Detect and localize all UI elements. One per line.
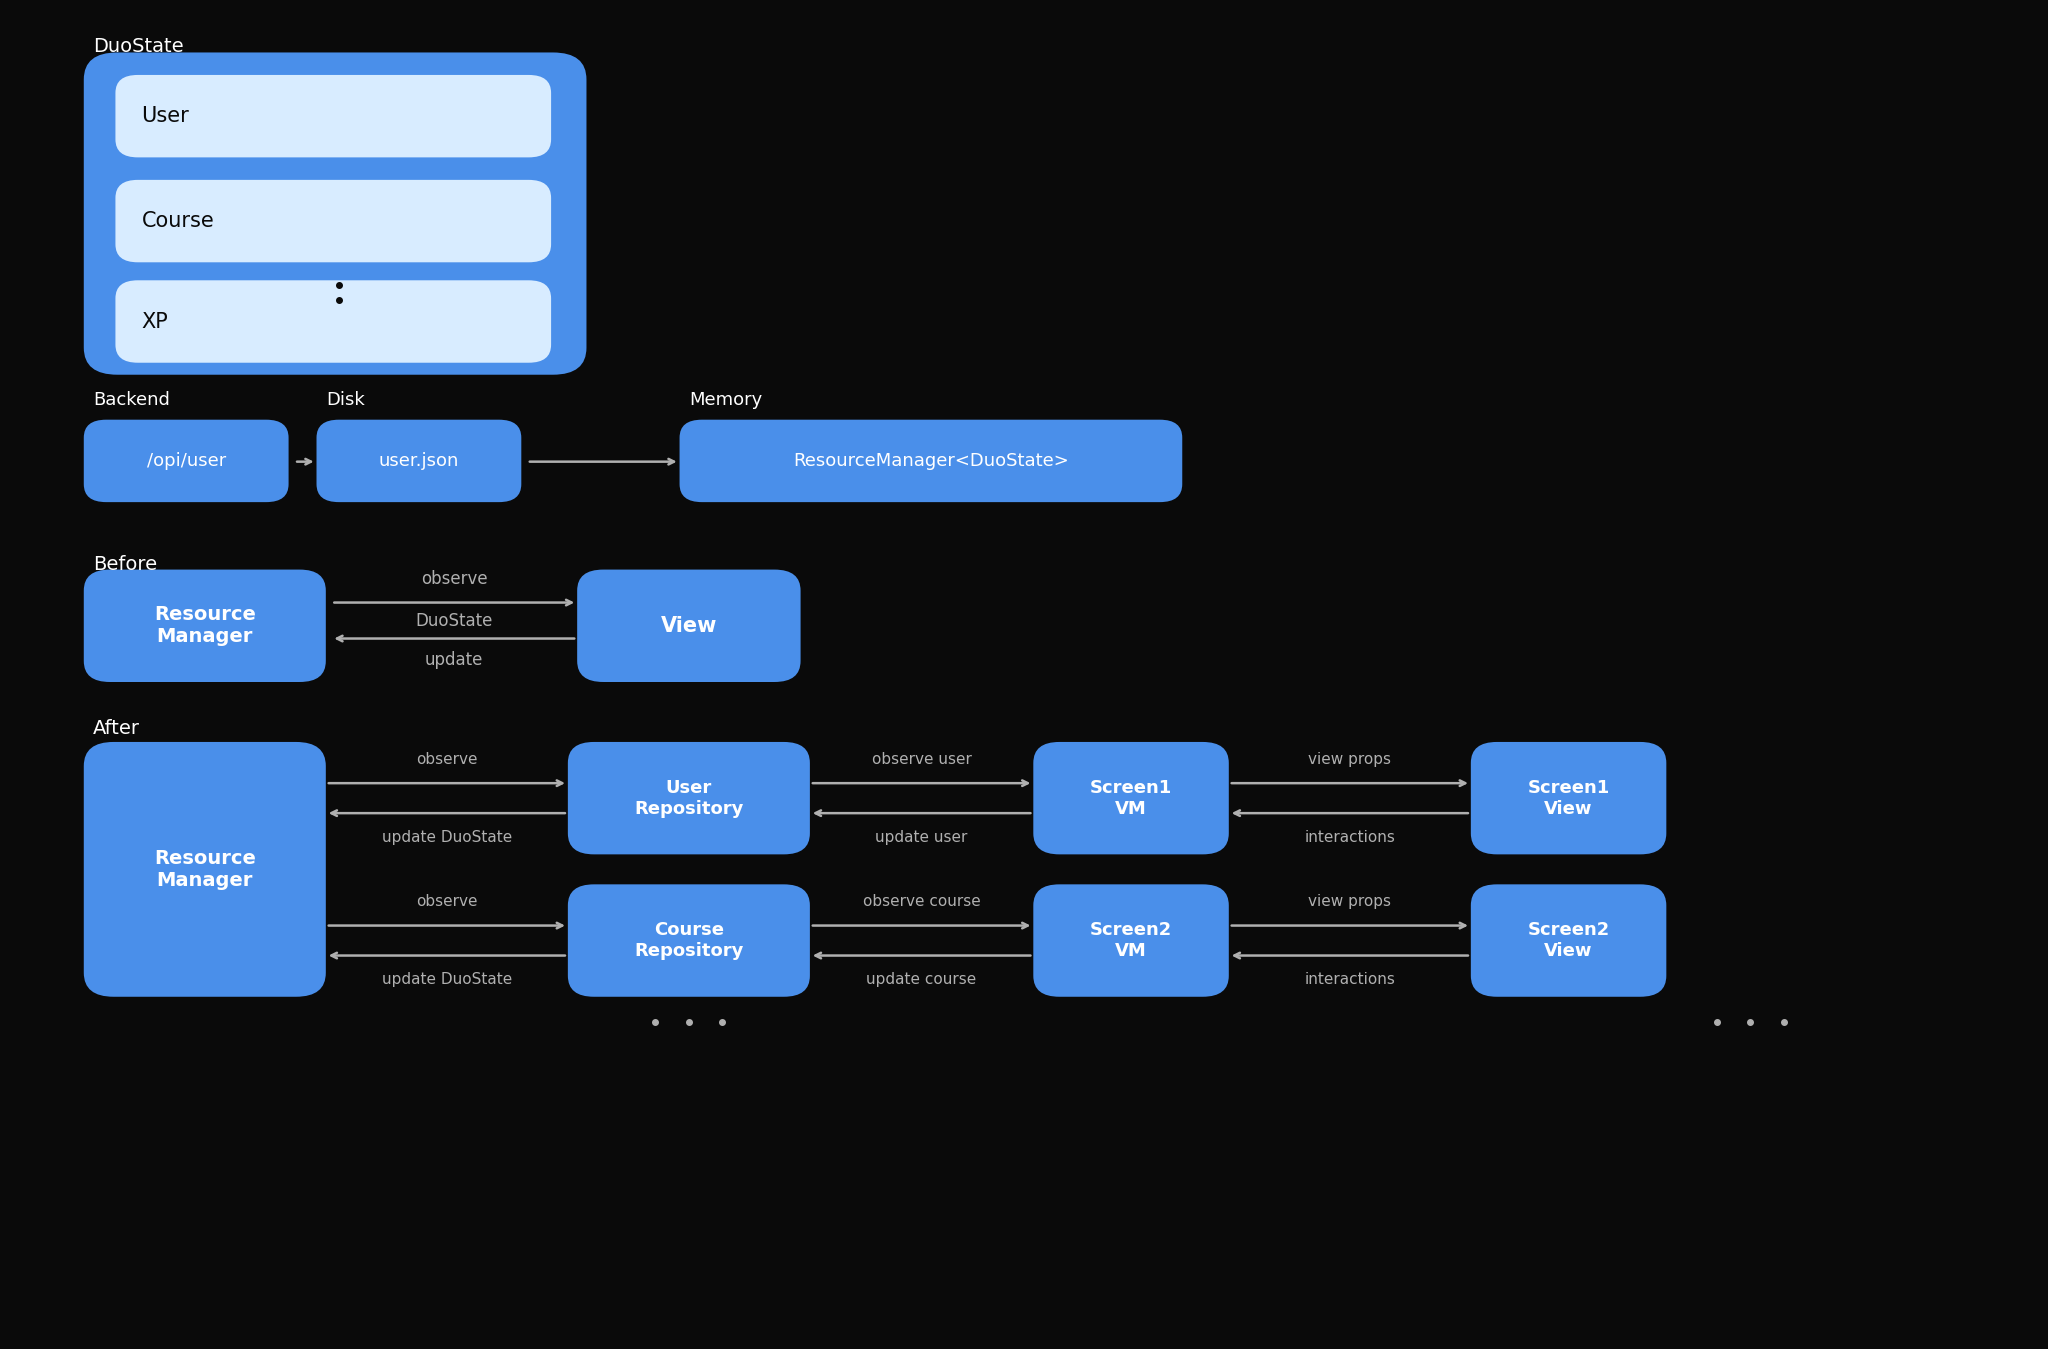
Text: update course: update course [866,973,977,987]
Text: Screen2
View: Screen2 View [1528,921,1610,960]
Text: User: User [141,107,188,127]
Text: update DuoState: update DuoState [381,973,512,987]
FancyBboxPatch shape [115,281,551,363]
FancyBboxPatch shape [317,420,522,502]
Text: update user: update user [874,830,969,844]
Text: Resource
Manager: Resource Manager [154,606,256,646]
Text: view props: view props [1309,894,1391,909]
FancyBboxPatch shape [578,569,801,683]
Text: observe: observe [416,751,477,766]
Text: Before: Before [92,554,158,573]
Text: DuoState: DuoState [416,611,494,630]
Text: interactions: interactions [1305,973,1395,987]
Text: observe: observe [422,569,487,588]
FancyBboxPatch shape [567,885,809,997]
Text: Course
Repository: Course Repository [635,921,743,960]
Text: update DuoState: update DuoState [381,830,512,844]
Text: update: update [426,650,483,669]
Text: DuoState: DuoState [92,38,184,57]
FancyBboxPatch shape [1470,742,1667,854]
Text: Course: Course [141,210,215,231]
FancyBboxPatch shape [84,420,289,502]
Text: Screen1
VM: Screen1 VM [1090,778,1171,817]
FancyBboxPatch shape [115,76,551,158]
Text: After: After [92,719,139,738]
Text: Screen1
View: Screen1 View [1528,778,1610,817]
FancyBboxPatch shape [115,179,551,262]
Text: /opi/user: /opi/user [147,452,225,469]
Text: interactions: interactions [1305,830,1395,844]
FancyBboxPatch shape [1034,885,1229,997]
Text: View: View [662,615,717,635]
Text: User
Repository: User Repository [635,778,743,817]
Text: Disk: Disk [326,391,365,409]
Text: ResourceManager<DuoState>: ResourceManager<DuoState> [793,452,1069,469]
FancyBboxPatch shape [84,742,326,997]
Text: Backend: Backend [92,391,170,409]
FancyBboxPatch shape [1034,742,1229,854]
Text: Resource
Manager: Resource Manager [154,849,256,890]
FancyBboxPatch shape [84,53,586,375]
Text: XP: XP [141,312,168,332]
FancyBboxPatch shape [1470,885,1667,997]
Text: user.json: user.json [379,452,459,469]
Text: observe: observe [416,894,477,909]
Text: observe course: observe course [862,894,981,909]
Text: Memory: Memory [688,391,762,409]
Text: Screen2
VM: Screen2 VM [1090,921,1171,960]
FancyBboxPatch shape [680,420,1182,502]
Text: view props: view props [1309,751,1391,766]
Text: observe user: observe user [872,751,971,766]
FancyBboxPatch shape [567,742,809,854]
FancyBboxPatch shape [84,569,326,683]
